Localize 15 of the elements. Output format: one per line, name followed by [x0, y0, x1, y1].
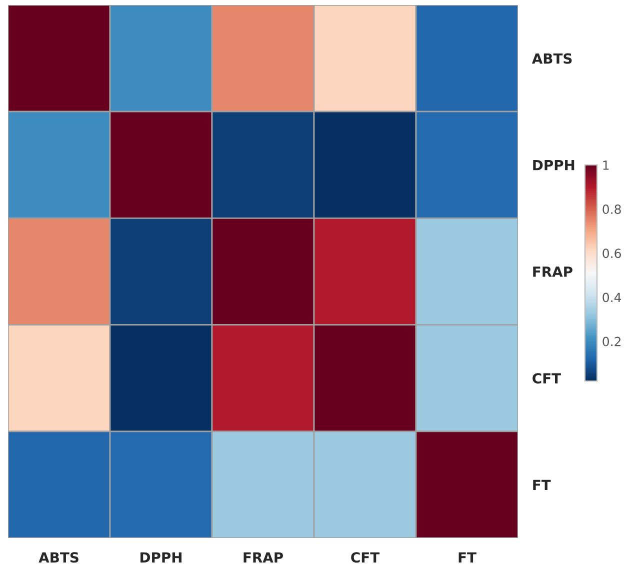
color-bar-label: 0.4 — [602, 292, 622, 302]
x-tick-label: ABTS — [38, 552, 78, 563]
x-tick-label: DPPH — [140, 552, 182, 562]
y-tick-label: CFT — [532, 373, 561, 384]
y-tick-label: DPPH — [533, 160, 574, 170]
y-tick-label: FRAP — [533, 266, 572, 277]
color-bar-label: 0.8 — [602, 204, 621, 214]
y-tick-label: ABTS — [532, 53, 572, 64]
x-tick-label: FT — [458, 552, 476, 562]
x-tick-label: CFT — [351, 552, 380, 563]
y-tick-label: FT — [533, 480, 551, 490]
color-bar-label: 1 — [603, 160, 609, 170]
x-tick-label: FRAP — [244, 552, 283, 562]
color-bar-label: 0.2 — [602, 336, 620, 346]
color-bar-label: 0.6 — [602, 248, 621, 258]
